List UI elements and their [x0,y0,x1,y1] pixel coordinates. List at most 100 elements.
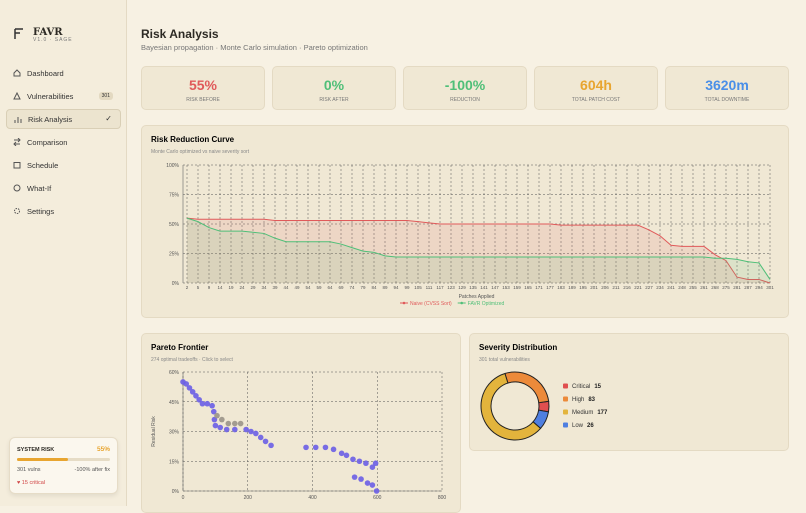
kpi-label: RISK BEFORE [186,97,220,103]
legend-swatch [563,422,568,428]
nav-label: Risk Analysis [28,114,73,124]
nav-item[interactable]: Comparison [6,132,121,152]
legend-value: 15 [594,384,601,390]
critical-count: ♥ 15 critical [17,480,46,486]
x-tick-label: 201 [590,285,598,290]
x-tick-label: 241 [667,285,675,290]
chart-title: Risk Reduction Curve [151,135,235,144]
kpi-value: 55% [188,77,218,93]
nav-label: Settings [27,206,55,216]
x-tick-label: 105 [414,285,422,290]
scatter-point [356,458,363,465]
x-tick-label: 227 [645,285,653,290]
legend-label: Critical [572,384,590,390]
x-tick-label: 29 [250,285,256,290]
scatter-point [217,424,224,431]
check-icon: ✓ [105,114,112,123]
scatter-point [204,400,211,407]
scatter-point [196,396,202,403]
scatter-point [257,434,264,441]
nav-label: What-If [27,183,52,193]
x-tick-label: 64 [327,285,333,290]
scatter-point [358,476,364,482]
legend-label: Low [572,423,584,429]
chart-subtitle: 301 total vulnerabilities [479,357,530,363]
nav-item[interactable]: What-If [6,178,121,198]
y-tick-label: 30% [169,430,180,436]
y-tick-label: 50% [169,222,180,228]
nav-item[interactable]: Risk Analysis ✓ [6,109,121,129]
nav-item[interactable]: Schedule [6,155,121,175]
risk-track [17,458,110,461]
legend-swatch [563,409,568,415]
y-tick-label: 75% [169,193,180,199]
page-subtitle: Bayesian propagation · Monte Carlo simul… [141,43,368,52]
kpi-card: 0% RISK AFTER [272,66,396,110]
nav-badge: 301 [98,92,113,100]
legend-value: 83 [588,397,595,403]
y-tick-label: 25% [169,252,180,258]
x-tick-label: 183 [557,285,565,290]
legend-label: Medium [572,410,593,416]
chart-title: Severity Distribution [479,343,557,352]
severity-chart: Severity Distribution 301 total vulnerabi… [479,343,608,441]
scatter-point [363,460,369,467]
x-tick-label: 74 [349,285,355,290]
scatter-point [338,450,345,457]
nav-item[interactable]: Settings [6,201,121,221]
scatter-point [364,480,371,486]
x-tick-label: 14 [217,285,223,290]
kpi-card: 3620m TOTAL DOWNTIME [665,66,789,110]
legend-value: 26 [587,423,594,429]
scatter-point [219,416,225,423]
scatter-point [369,464,376,470]
x-tick-label: 99 [404,285,410,290]
x-tick-label: 9 [208,285,211,290]
x-tick-label: 111 [426,285,433,290]
x-tick-label: 261 [700,285,708,290]
scatter-point [211,416,218,423]
scatter-point [183,381,190,387]
x-tick-label: 248 [678,285,686,290]
system-risk-title: SYSTEM RISK [17,447,55,453]
x-axis-label: Patches Applied [459,294,495,300]
after-fix: -100% after fix [74,467,110,473]
pareto-card: Pareto Frontier 274 optimal tradeoffs · C… [141,333,461,513]
scatter-point [369,482,376,488]
x-tick-label: 94 [393,285,399,290]
kpi-label: REDUCTION [450,97,480,103]
scatter-point [372,460,379,467]
series-line [186,217,771,284]
x-tick-label: 206 [601,285,609,290]
x-tick-label: 177 [546,285,554,290]
legend-swatch [563,396,568,402]
nav-item[interactable]: Vulnerabilities 301 [6,86,121,106]
legend-swatch [563,383,568,389]
kpi-card: 55% RISK BEFORE [141,66,265,110]
scatter-point [312,444,319,451]
x-tick-label: 34 [261,285,267,290]
x-tick-label: 165 [524,285,532,290]
severity-card: Severity Distribution 301 total vulnerabi… [469,333,789,451]
kpi-label: TOTAL PATCH COST [571,97,621,103]
system-risk-value: 55% [96,446,110,453]
logo-icon [14,28,23,39]
x-tick-label: 59 [316,285,322,290]
nav-item[interactable]: Dashboard [6,63,121,83]
kpi-value: 3620m [705,77,749,93]
chart-subtitle: Monte Carlo optimized vs naive severity … [151,149,250,155]
scatter-point [199,400,206,407]
x-tick-label: 49 [294,285,300,290]
x-tick-label: 287 [744,285,752,290]
x-tick-label: 275 [722,285,730,290]
x-tick-label: 129 [458,285,466,290]
nav-label: Schedule [27,160,59,170]
x-tick-label: 54 [305,285,311,290]
legend-label: Naive (CVSS Sort) [410,301,452,307]
x-tick-label: 24 [239,285,245,290]
risk-fill [17,458,69,461]
x-tick-label: 135 [469,285,477,290]
scatter-point [225,420,232,427]
kpi-value: 0% [323,77,345,93]
